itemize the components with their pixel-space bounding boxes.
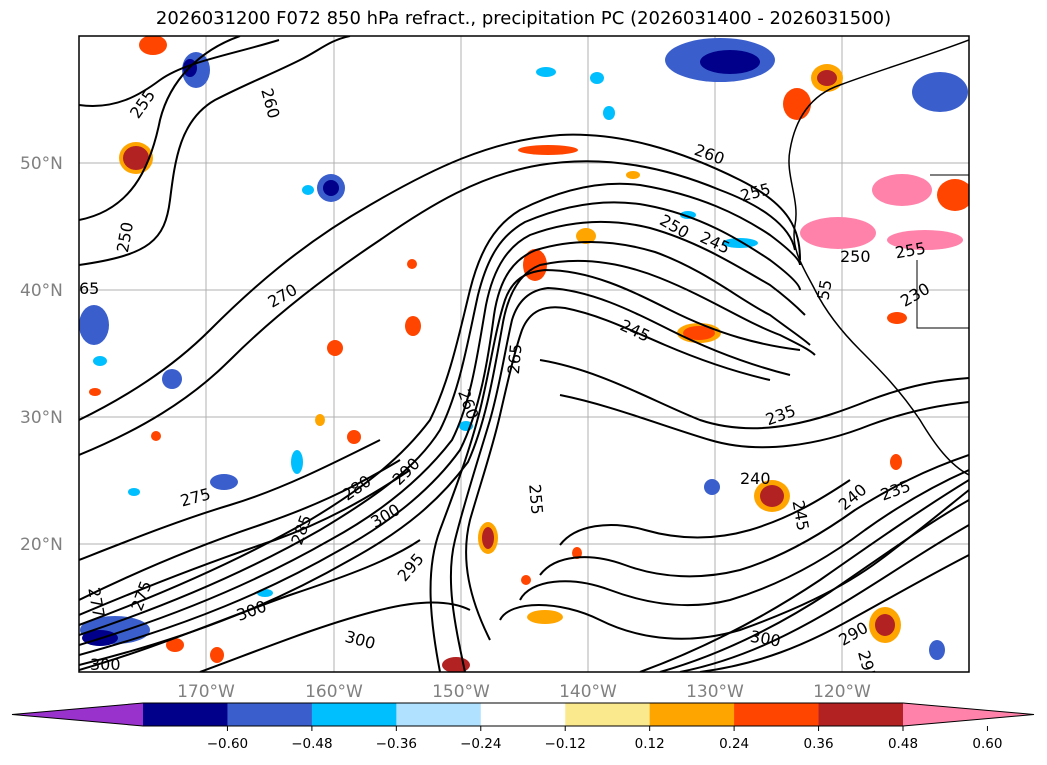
- contour-label: 300: [90, 655, 121, 674]
- contour-line: [79, 439, 381, 561]
- contour-label: 250: [840, 247, 871, 266]
- contour-line: [79, 182, 801, 626]
- lon-label-170w: 170°W: [177, 682, 235, 702]
- plot-title: 2026031200 F072 850 hPa refract., precip…: [155, 8, 892, 29]
- colorbar-tick-label: 0.24: [719, 736, 749, 752]
- contour-line: [79, 160, 796, 456]
- contour-label: 240: [740, 469, 771, 488]
- precip-negative: [79, 38, 968, 660]
- longitude-labels: 170°W 160°W 150°W 140°W 130°W 120°W: [177, 682, 871, 702]
- colorbar-tick-label: −0.36: [376, 736, 417, 752]
- contour-line: [79, 36, 241, 221]
- colorbar-tick-label: 0.12: [635, 736, 665, 752]
- lat-label-40: 40°N: [20, 281, 63, 301]
- colorbar-tick-label: −0.48: [291, 736, 332, 752]
- contour-line: [79, 133, 801, 421]
- contour-label: 65: [79, 279, 99, 298]
- contour-line: [679, 524, 969, 672]
- colorbar-segment: [818, 703, 904, 726]
- contour-line: [79, 469, 411, 616]
- contour-line: [429, 268, 801, 672]
- colorbar-extend-max: [903, 703, 1034, 726]
- colorbar-segment: [649, 703, 735, 726]
- colorbar-tick-label: 0.48: [888, 736, 918, 752]
- colorbar-segment: [480, 703, 566, 726]
- colorbar-tick-label: 0.60: [972, 736, 1002, 752]
- colorbar-segment: [227, 703, 313, 726]
- contour-line: [79, 259, 816, 666]
- map-frame: [78, 35, 970, 673]
- contour-line: [79, 39, 280, 107]
- border-line: [916, 260, 969, 329]
- colorbar-tick-label: −0.60: [207, 736, 248, 752]
- lat-label-20: 20°N: [20, 535, 63, 555]
- contour-line: [465, 306, 771, 641]
- contour-line: [79, 36, 351, 266]
- contour-line: [519, 469, 969, 607]
- colorbar-tick-label: 0.36: [804, 736, 834, 752]
- lon-label-150w: 150°W: [432, 682, 490, 702]
- contour-line: [79, 241, 811, 656]
- map-panel: 255 260 250 270 65 260 255 250 245 245 2…: [79, 36, 969, 682]
- lat-label-50: 50°N: [20, 154, 63, 174]
- colorbar-segment: [565, 703, 651, 726]
- colorbar-extend-min: [12, 703, 143, 726]
- contour-line: [539, 454, 969, 578]
- lon-label-130w: 130°W: [686, 682, 744, 702]
- precipitation-areas: [79, 36, 969, 672]
- colorbar-tick-label: −0.12: [545, 736, 586, 752]
- lon-label-140w: 140°W: [559, 682, 617, 702]
- colorbar-segment: [143, 703, 228, 726]
- colorbar-segment: [311, 703, 397, 726]
- contour-line: [79, 201, 801, 636]
- contour-line: [449, 286, 791, 672]
- colorbar-outline: [11, 702, 1035, 727]
- contour-line: [79, 539, 421, 671]
- colorbar-segment: [734, 703, 820, 726]
- lon-label-160w: 160°W: [305, 682, 363, 702]
- colorbar: −0.60 −0.48 −0.36 −0.24 −0.12 0.12 0.24 0.36 0.4…: [11, 702, 1035, 752]
- contour-line: [699, 554, 969, 672]
- contour-line: [79, 220, 806, 646]
- coastline: [788, 39, 969, 476]
- contour-label: 255: [525, 483, 547, 515]
- contour-line: [539, 359, 969, 430]
- contour-line: [559, 394, 969, 449]
- contour-label: 55: [813, 278, 835, 301]
- contour-label: 295: [854, 648, 880, 682]
- contour-line: [639, 479, 969, 672]
- colorbar-tick-label: −0.24: [460, 736, 501, 752]
- colorbar-segment: [396, 703, 482, 726]
- latitude-labels: 50°N 40°N 30°N 20°N: [20, 154, 63, 555]
- precip-positive: [89, 36, 969, 672]
- contour-label: 265: [504, 343, 526, 375]
- refractivity-contours: [79, 36, 969, 672]
- contour-line: [79, 459, 401, 601]
- contour-line: [199, 601, 471, 672]
- contour-line: [659, 499, 969, 672]
- lon-label-120w: 120°W: [813, 682, 871, 702]
- contour-line: [559, 479, 851, 546]
- lat-label-30: 30°N: [20, 408, 63, 428]
